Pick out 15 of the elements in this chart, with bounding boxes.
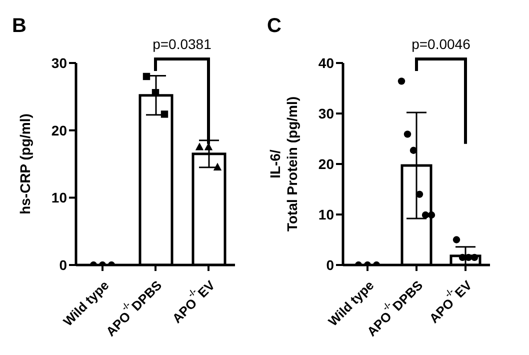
y-tick-label: 0: [59, 256, 68, 273]
y-tick-label: 30: [51, 54, 68, 71]
y-tick-label: 20: [318, 156, 334, 172]
chart-title: C: [267, 15, 282, 37]
y-tick-label: 10: [51, 190, 68, 206]
y-tick-label: 30: [318, 105, 334, 122]
chart-title: B: [12, 15, 26, 37]
text: p=0.0381: [152, 36, 212, 52]
y-axis-title: hs-CRP (pg/ml): [17, 114, 33, 214]
y-tick-label: 40: [318, 54, 334, 71]
y-tick-label: 0: [326, 256, 334, 273]
y-tick-label: 10: [318, 206, 334, 222]
text: p=0.0046: [412, 36, 471, 52]
y-tick-label: 20: [51, 122, 68, 138]
y-axis-title: IL-6/ Total Protein (pg/ml): [267, 96, 300, 232]
